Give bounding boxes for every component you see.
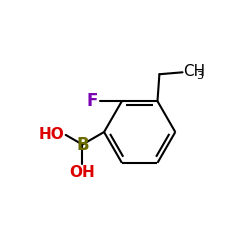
Text: F: F bbox=[87, 92, 98, 110]
Text: OH: OH bbox=[70, 165, 95, 180]
Text: 3: 3 bbox=[196, 71, 203, 81]
Text: HO: HO bbox=[39, 128, 65, 142]
Text: CH: CH bbox=[184, 64, 206, 79]
Text: B: B bbox=[76, 136, 89, 154]
